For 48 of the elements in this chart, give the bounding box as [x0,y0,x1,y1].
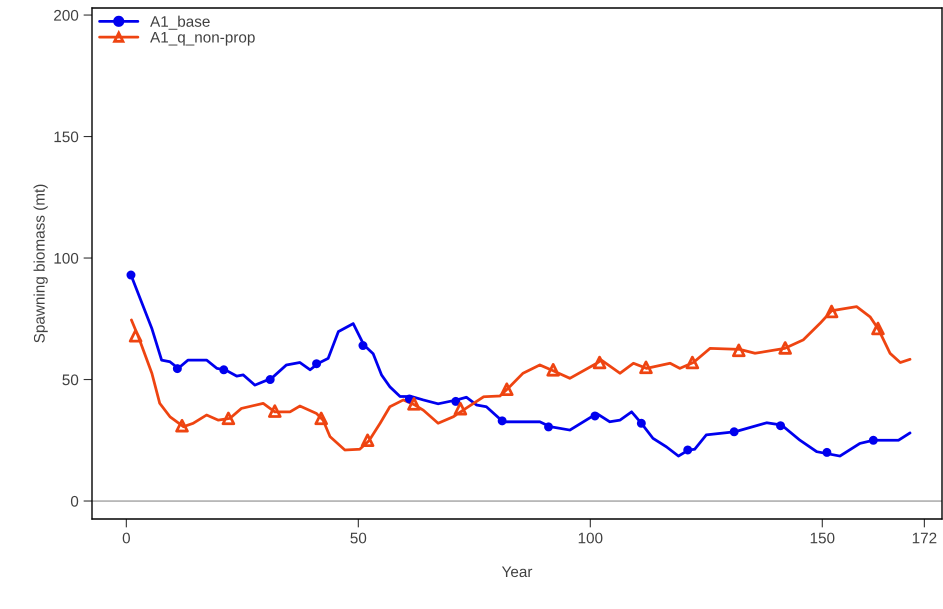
point [732,344,746,358]
y-tick-label: 50 [62,374,78,386]
point [778,341,792,355]
point [222,412,236,426]
point [776,421,786,430]
x-tick-label: 150 [810,532,834,544]
line-series [130,305,912,452]
point [500,382,514,396]
point [683,445,692,454]
legend-label: A1_q_non-prop [150,32,255,46]
point [126,270,136,280]
point [592,356,606,370]
point [314,412,328,426]
point [822,448,832,457]
point [128,329,142,343]
x-tick-label: 50 [350,532,366,544]
point [454,402,468,416]
point [639,360,653,374]
point [268,404,282,418]
point [312,359,322,368]
y-tick-label: 100 [54,252,78,264]
point [360,434,374,448]
legend-label: A1_base [150,16,210,30]
point [590,411,600,420]
point [544,422,554,432]
point [172,364,182,374]
point [636,418,646,428]
point [730,427,739,436]
x-tick-label: 100 [578,532,602,544]
point [686,356,700,370]
y-tick-label: 150 [54,131,78,142]
point [868,436,878,445]
point [824,304,838,318]
y-axis-title: Spawning biomass (mt) [34,184,48,343]
point [219,365,228,374]
point [175,418,189,432]
y-tick-label: 0 [70,496,78,507]
x-tick-label: 172 [912,532,936,544]
point [498,416,507,426]
point [358,341,368,350]
point [871,322,885,336]
point [407,397,421,411]
y-tick-label: 200 [54,10,78,21]
point [266,375,275,384]
x-axis-title: Year [502,566,532,578]
x-tick-label: 0 [122,532,130,544]
point [546,363,560,377]
point [451,396,460,406]
